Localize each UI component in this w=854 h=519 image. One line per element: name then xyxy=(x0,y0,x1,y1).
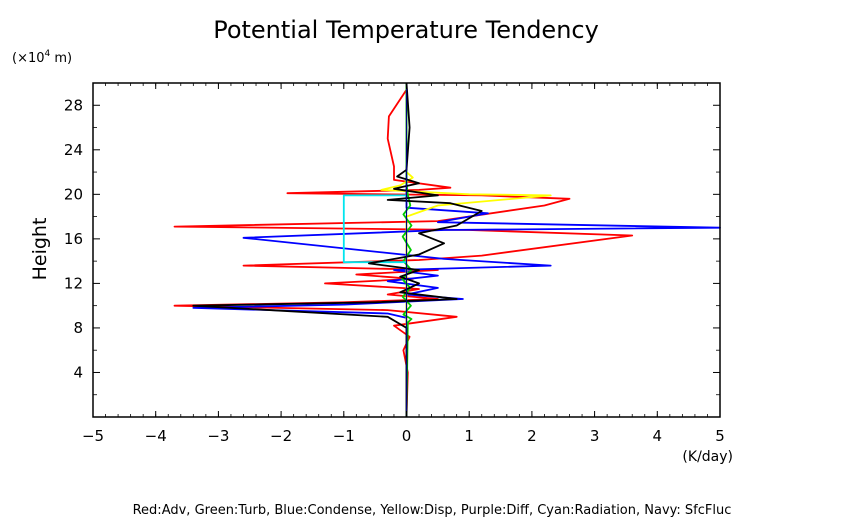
y-tick-label: 12 xyxy=(64,274,83,292)
x-tick-label: 0 xyxy=(402,427,412,445)
x-tick-label: −5 xyxy=(82,427,104,445)
x-tick-label: 2 xyxy=(527,427,537,445)
series-condense xyxy=(192,83,721,417)
y-tick-label: 20 xyxy=(64,185,83,203)
series-disp xyxy=(380,83,552,417)
plot-frame xyxy=(92,82,721,418)
x-tick-label: −1 xyxy=(333,427,355,445)
series-turb xyxy=(401,83,413,418)
chart-title: Potential Temperature Tendency xyxy=(213,16,599,44)
y-unit-label: (×104 m) xyxy=(12,49,72,66)
x-tick-label: 1 xyxy=(464,427,474,445)
y-unit-suffix: m) xyxy=(50,51,72,66)
y-tick-label: 24 xyxy=(64,141,83,159)
y-tick-label: 16 xyxy=(64,230,83,248)
y-unit-prefix: (×10 xyxy=(12,51,45,66)
legend-text: Red:Adv, Green:Turb, Blue:Condense, Yell… xyxy=(133,503,732,518)
x-tick-label: 3 xyxy=(590,427,600,445)
y-tick-label: 4 xyxy=(73,363,83,381)
x-tick-label: −2 xyxy=(270,427,292,445)
series-adv xyxy=(173,83,634,418)
x-tick-label: 5 xyxy=(715,427,725,445)
y-tick-label: 8 xyxy=(73,319,83,337)
y-axis-label: Height xyxy=(29,218,51,281)
series-layer xyxy=(173,82,721,418)
x-tick-label: −3 xyxy=(207,427,229,445)
x-tick-label: 4 xyxy=(653,427,663,445)
y-tick-label: 28 xyxy=(64,96,83,114)
series-total xyxy=(192,82,483,417)
y-unit-exponent: 4 xyxy=(45,49,51,59)
x-unit-label: (K/day) xyxy=(682,449,733,465)
x-tick-label: −4 xyxy=(145,427,167,445)
